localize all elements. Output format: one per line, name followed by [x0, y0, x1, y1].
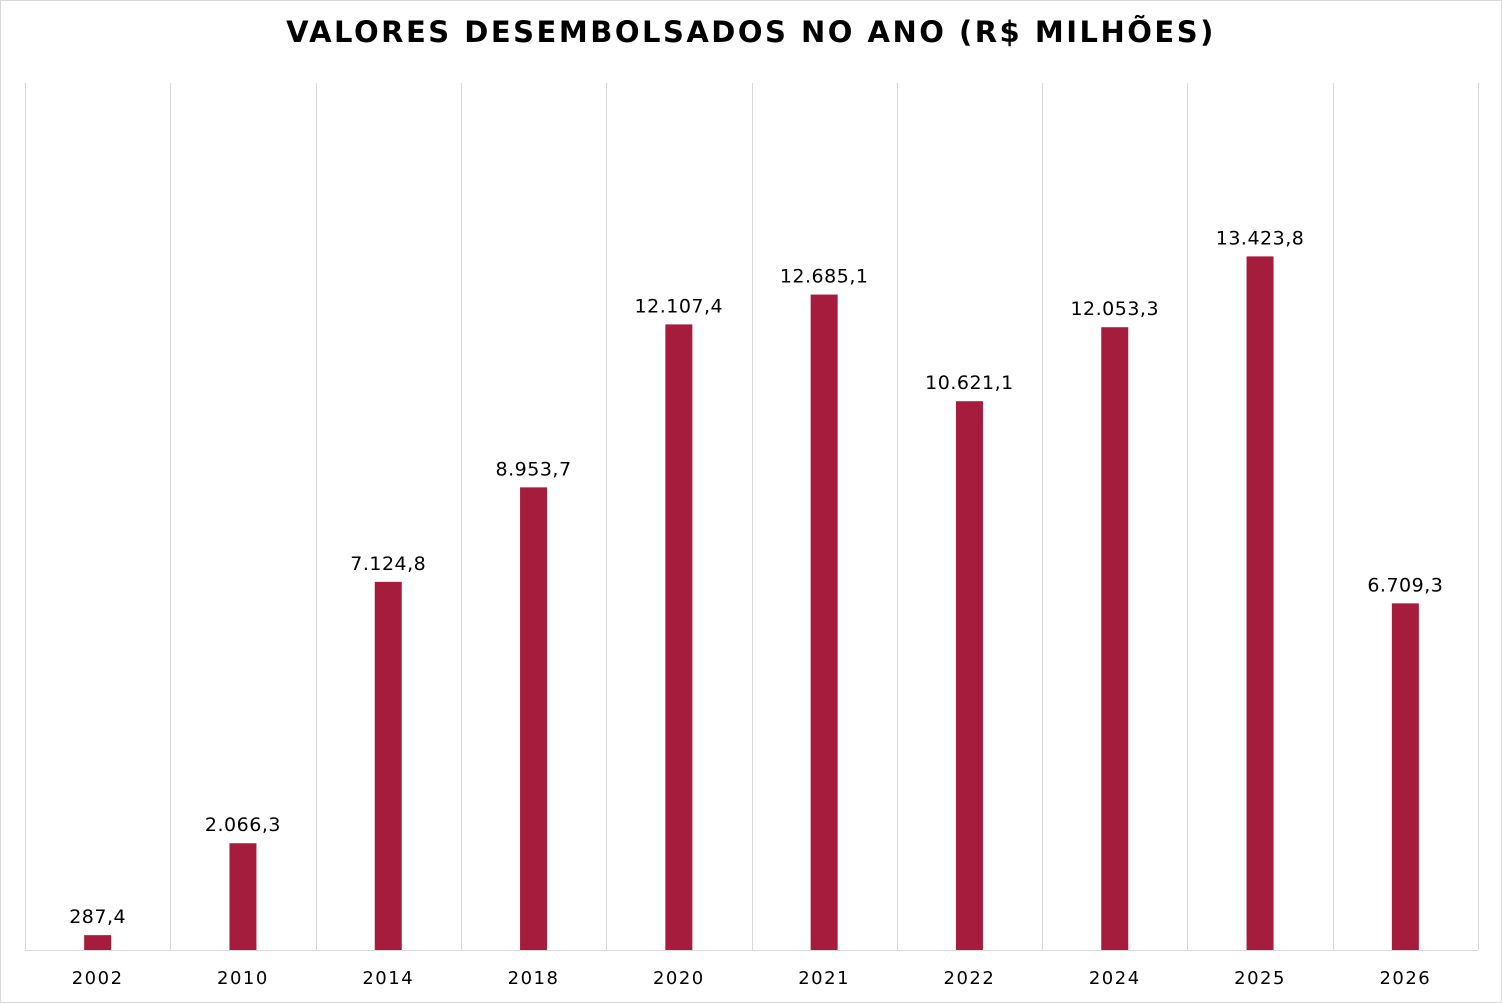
bar-2025: [1246, 256, 1274, 950]
x-tick-label-2021: 2021: [798, 968, 850, 989]
data-label-2024: 12.053,3: [1070, 298, 1159, 320]
bar-2026: [1391, 603, 1419, 950]
data-label-2025: 13.423,8: [1216, 227, 1305, 249]
bar-2014: [374, 581, 402, 950]
data-label-2002: 287,4: [69, 906, 126, 928]
x-tick-label-2014: 2014: [362, 968, 414, 989]
data-label-2018: 8.953,7: [496, 458, 572, 480]
bar-2022: [955, 401, 983, 951]
bar-2010: [229, 843, 257, 950]
data-label-2014: 7.124,8: [350, 553, 426, 575]
data-label-2010: 2.066,3: [205, 814, 281, 836]
bar-2021: [810, 294, 838, 950]
x-tick-label-2024: 2024: [1089, 968, 1141, 989]
bar-2020: [665, 324, 693, 951]
x-tick-label-2010: 2010: [217, 968, 269, 989]
bar-2002: [84, 935, 112, 950]
x-tick-label-2025: 2025: [1234, 968, 1286, 989]
chart-title: VALORES DESEMBOLSADOS NO ANO (R$ MILHÕES…: [286, 15, 1216, 49]
data-label-2020: 12.107,4: [635, 295, 724, 317]
data-label-2026: 6.709,3: [1367, 574, 1443, 596]
data-label-2022: 10.621,1: [925, 372, 1014, 394]
data-label-2021: 12.685,1: [780, 266, 869, 288]
bar-2024: [1101, 327, 1129, 950]
x-tick-label-2002: 2002: [72, 968, 124, 989]
bar-2018: [520, 487, 548, 950]
x-tick-label-2026: 2026: [1379, 968, 1431, 989]
x-tick-label-2018: 2018: [508, 968, 560, 989]
x-tick-label-2020: 2020: [653, 968, 705, 989]
x-tick-label-2022: 2022: [944, 968, 996, 989]
